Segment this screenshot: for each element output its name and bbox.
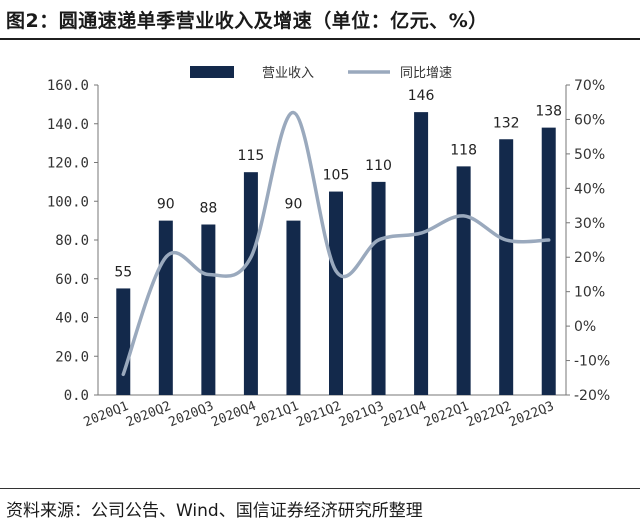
left-tick-label: 60.0 — [55, 272, 89, 288]
bar-revenue-2021Q2 — [329, 191, 343, 395]
bar-value-label: 88 — [199, 201, 217, 217]
legend-line-label: 同比增速 — [400, 66, 452, 81]
x-tick-label: 2021Q3 — [337, 399, 386, 431]
right-tick-label: 0% — [574, 319, 596, 335]
chart-title: 图2：圆通速递单季营业收入及增速（单位：亿元、%） — [6, 10, 488, 32]
x-tick-label: 2022Q2 — [465, 399, 514, 431]
bar-revenue-2020Q3 — [201, 224, 216, 395]
bar-value-label: 110 — [365, 158, 392, 174]
left-tick-label: 160.0 — [47, 78, 89, 94]
x-tick-label: 2021Q2 — [294, 399, 343, 431]
bar-revenue-2020Q4 — [243, 172, 258, 395]
right-tick-label: 20% — [574, 250, 605, 266]
bar-revenue-2022Q2 — [499, 139, 514, 395]
footer-divider — [0, 488, 640, 489]
x-tick-label: 2021Q1 — [252, 399, 301, 431]
x-tick-label: 2022Q3 — [507, 399, 556, 431]
left-tick-label: 20.0 — [55, 349, 89, 365]
x-tick-label: 2020Q3 — [167, 399, 216, 431]
x-tick-label: 2022Q1 — [422, 399, 471, 431]
right-tick-label: 30% — [574, 216, 605, 232]
bar-revenue-2022Q3 — [541, 127, 556, 395]
bar-value-label: 138 — [535, 104, 562, 120]
left-tick-label: 80.0 — [55, 233, 89, 249]
right-tick-label: -20% — [574, 388, 610, 404]
bar-revenue-2022Q1 — [456, 166, 471, 395]
bar-value-label: 146 — [408, 88, 435, 104]
right-tick-label: 60% — [574, 112, 605, 128]
x-tick-label: 2020Q4 — [209, 399, 258, 431]
right-tick-label: 10% — [574, 285, 605, 301]
bar-revenue-2021Q3 — [371, 181, 386, 395]
left-tick-label: 120.0 — [47, 156, 89, 172]
bar-value-label: 118 — [450, 142, 477, 158]
bar-value-label: 115 — [238, 148, 265, 164]
line-yoy-growth — [121, 110, 551, 377]
bar-revenue-2020Q1 — [116, 288, 131, 395]
bar-value-label: 55 — [114, 264, 132, 280]
right-tick-label: -10% — [574, 354, 610, 370]
bar-revenue-2021Q4 — [414, 112, 429, 395]
left-tick-label: 140.0 — [47, 117, 89, 133]
bar-value-label: 132 — [493, 115, 520, 131]
bar-revenue-2021Q1 — [286, 220, 301, 395]
left-tick-label: 40.0 — [55, 311, 89, 327]
left-tick-label: 0.0 — [64, 388, 89, 404]
bar-revenue-2020Q2 — [158, 220, 173, 395]
chart: 0.0 20.0 40.0 60.0 80.0 100.0 120.0 140.0 160.0 -… — [47, 66, 610, 431]
bar-value-label: 105 — [323, 168, 350, 184]
right-tick-label: 40% — [574, 181, 605, 197]
legend-bar-swatch — [190, 66, 234, 78]
bar-value-label: 90 — [285, 197, 303, 213]
title-bar: 图2：圆通速递单季营业收入及增速（单位：亿元、%） — [0, 0, 640, 40]
right-tick-label: 50% — [574, 147, 605, 163]
x-tick-label: 2021Q4 — [379, 399, 428, 431]
x-tick-label: 2020Q2 — [124, 399, 173, 431]
legend-bar-label: 营业收入 — [262, 66, 314, 81]
left-tick-label: 100.0 — [47, 194, 89, 210]
source-note: 资料来源：公司公告、Wind、国信证券经济研究所整理 — [6, 501, 423, 521]
bar-value-label: 90 — [157, 197, 175, 213]
right-tick-label: 70% — [574, 78, 605, 94]
